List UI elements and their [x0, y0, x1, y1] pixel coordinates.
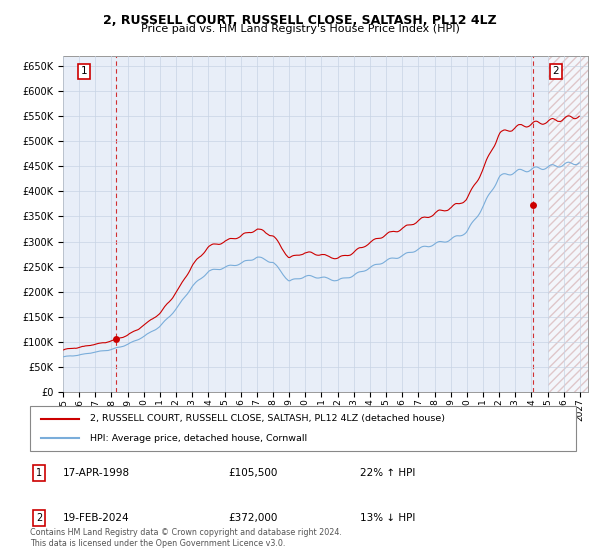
Text: Price paid vs. HM Land Registry's House Price Index (HPI): Price paid vs. HM Land Registry's House … [140, 24, 460, 34]
Text: 2: 2 [553, 66, 559, 76]
Text: 2: 2 [36, 513, 42, 523]
Text: £105,500: £105,500 [228, 468, 277, 478]
Text: 1: 1 [80, 66, 88, 76]
Text: 17-APR-1998: 17-APR-1998 [63, 468, 130, 478]
Text: 2, RUSSELL COURT, RUSSELL CLOSE, SALTASH, PL12 4LZ: 2, RUSSELL COURT, RUSSELL CLOSE, SALTASH… [103, 14, 497, 27]
Text: HPI: Average price, detached house, Cornwall: HPI: Average price, detached house, Corn… [90, 434, 307, 443]
Text: 22% ↑ HPI: 22% ↑ HPI [360, 468, 415, 478]
Text: Contains HM Land Registry data © Crown copyright and database right 2024.
This d: Contains HM Land Registry data © Crown c… [30, 528, 342, 548]
Text: £372,000: £372,000 [228, 513, 277, 523]
Text: 2, RUSSELL COURT, RUSSELL CLOSE, SALTASH, PL12 4LZ (detached house): 2, RUSSELL COURT, RUSSELL CLOSE, SALTASH… [90, 414, 445, 423]
Text: 13% ↓ HPI: 13% ↓ HPI [360, 513, 415, 523]
Text: 1: 1 [36, 468, 42, 478]
FancyBboxPatch shape [30, 406, 576, 451]
Text: 19-FEB-2024: 19-FEB-2024 [63, 513, 130, 523]
